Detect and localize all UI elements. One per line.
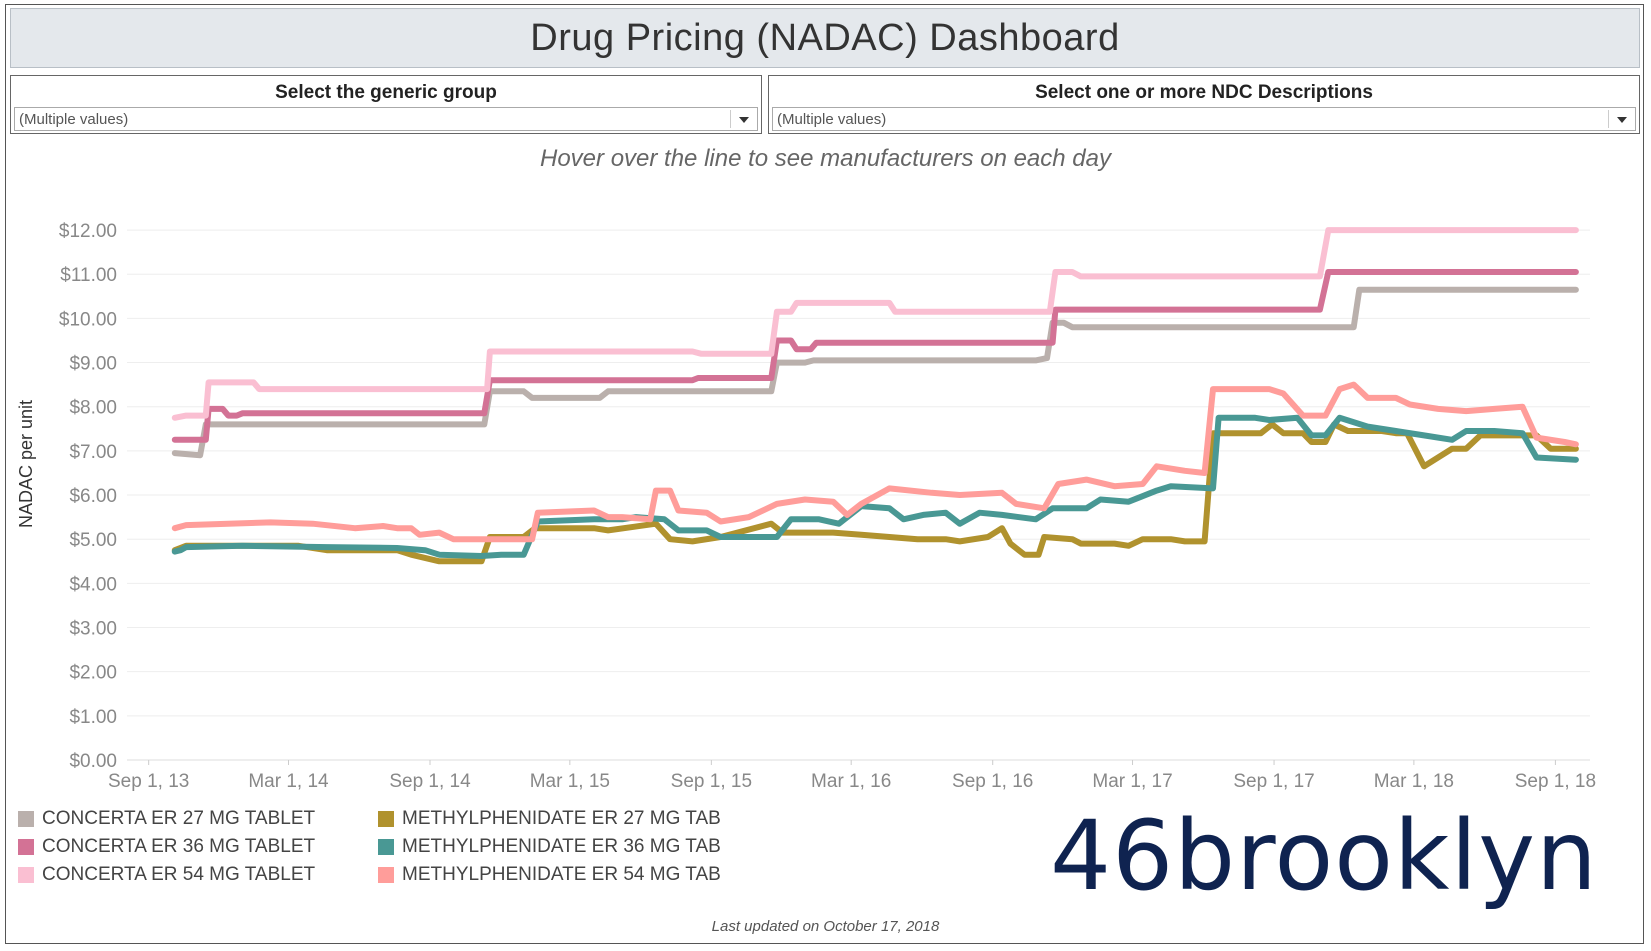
y-tick-label: $7.00 — [69, 442, 117, 463]
x-tick-label: Mar 1, 16 — [811, 771, 891, 792]
x-tick-label: Mar 1, 15 — [530, 771, 610, 792]
legend-item[interactable]: METHYLPHENIDATE ER 27 MG TAB — [378, 805, 721, 833]
y-tick-label: $10.00 — [59, 309, 117, 330]
series-line[interactable] — [171, 414, 1579, 559]
legend-swatch — [18, 811, 34, 827]
y-tick-label: $4.00 — [69, 574, 117, 595]
y-tick-label: $5.00 — [69, 530, 117, 551]
page-title: Drug Pricing (NADAC) Dashboard — [530, 16, 1120, 59]
x-tick-label: Sep 1, 17 — [1233, 771, 1314, 792]
chevron-down-icon[interactable] — [1617, 117, 1627, 123]
legend-label: CONCERTA ER 27 MG TABLET — [42, 808, 316, 829]
x-tick-label: Sep 1, 18 — [1515, 771, 1596, 792]
x-tick-label: Mar 1, 18 — [1374, 771, 1454, 792]
generic-group-dropdown-value: (Multiple values) — [19, 111, 129, 128]
y-tick-label: $3.00 — [69, 619, 117, 640]
y-tick-label: $2.00 — [69, 663, 117, 684]
dropdown-separator — [730, 110, 731, 128]
y-tick-label: $0.00 — [69, 751, 117, 772]
x-tick-label: Sep 1, 16 — [952, 771, 1033, 792]
x-tick-label: Mar 1, 14 — [248, 771, 329, 792]
y-tick-label: $12.00 — [59, 221, 117, 242]
chart-subtitle: Hover over the line to see manufacturers… — [540, 145, 1111, 172]
legend-item[interactable]: CONCERTA ER 27 MG TABLET — [18, 805, 315, 833]
generic-group-filter: Select the generic group (Multiple value… — [10, 75, 762, 134]
x-tick-label: Sep 1, 13 — [108, 771, 189, 792]
legend-item[interactable]: CONCERTA ER 36 MG TABLET — [18, 833, 315, 861]
chevron-down-icon[interactable] — [739, 117, 749, 123]
legend-swatch — [378, 867, 394, 883]
legend-swatch — [18, 867, 34, 883]
y-tick-label: $11.00 — [60, 265, 117, 286]
legend-item[interactable]: METHYLPHENIDATE ER 54 MG TAB — [378, 861, 721, 889]
x-tick-label: Sep 1, 14 — [389, 771, 471, 792]
y-tick-label: $6.00 — [69, 486, 117, 507]
y-axis-title: NADAC per unit — [16, 400, 36, 528]
x-tick-label: Mar 1, 17 — [1092, 771, 1172, 792]
legend-swatch — [18, 839, 34, 855]
dropdown-separator — [1608, 110, 1609, 128]
legend-swatch — [378, 811, 394, 827]
legend-column-right: METHYLPHENIDATE ER 27 MG TAB METHYLPHENI… — [378, 805, 721, 889]
x-tick-label: Sep 1, 15 — [671, 771, 752, 792]
legend-item[interactable]: METHYLPHENIDATE ER 36 MG TAB — [378, 833, 721, 861]
last-updated-note: Last updated on October 17, 2018 — [711, 918, 940, 935]
legend-item[interactable]: CONCERTA ER 54 MG TABLET — [18, 861, 315, 889]
legend-label: METHYLPHENIDATE ER 36 MG TAB — [402, 836, 721, 857]
ndc-description-dropdown[interactable]: (Multiple values) — [772, 107, 1636, 131]
ndc-description-dropdown-value: (Multiple values) — [777, 111, 887, 128]
dashboard-frame — [5, 4, 1644, 944]
y-tick-label: $1.00 — [69, 707, 117, 728]
series-line[interactable] — [171, 381, 1579, 543]
legend-label: METHYLPHENIDATE ER 54 MG TAB — [402, 864, 721, 885]
y-tick-label: $8.00 — [69, 398, 117, 419]
series-line[interactable] — [171, 227, 1579, 421]
legend-swatch — [378, 839, 394, 855]
brand-logo: 46brooklyn — [1050, 800, 1598, 912]
title-bar: Drug Pricing (NADAC) Dashboard — [10, 8, 1640, 68]
generic-group-filter-label: Select the generic group — [275, 82, 497, 103]
ndc-description-filter: Select one or more NDC Descriptions (Mul… — [768, 75, 1640, 134]
legend-label: METHYLPHENIDATE ER 27 MG TAB — [402, 808, 721, 829]
legend-label: CONCERTA ER 36 MG TABLET — [42, 836, 316, 857]
legend-column-left: CONCERTA ER 27 MG TABLET CONCERTA ER 36 … — [18, 805, 315, 889]
y-tick-label: $9.00 — [69, 354, 117, 375]
legend-label: CONCERTA ER 54 MG TABLET — [42, 864, 316, 885]
ndc-description-filter-label: Select one or more NDC Descriptions — [1035, 82, 1373, 103]
generic-group-dropdown[interactable]: (Multiple values) — [14, 107, 758, 131]
series-line[interactable] — [171, 269, 1579, 443]
